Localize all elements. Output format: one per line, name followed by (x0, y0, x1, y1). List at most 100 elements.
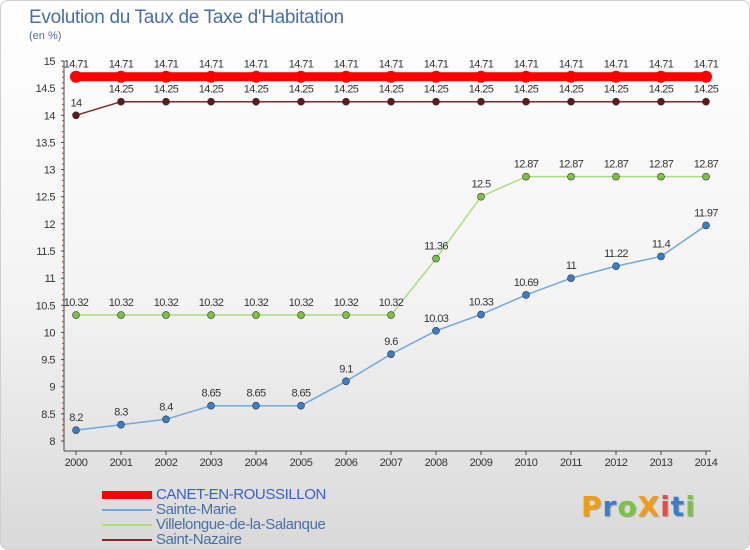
data-label: 9.1 (339, 363, 353, 375)
data-label: 11.22 (604, 248, 628, 260)
logo-letter: i (685, 490, 696, 523)
data-label: 14.25 (559, 84, 584, 96)
y-tick-label: 14 (44, 110, 56, 122)
data-point (612, 262, 620, 271)
data-point (657, 172, 665, 181)
data-point (252, 311, 260, 319)
y-tick-label: 11 (45, 273, 56, 285)
logo-letter: P (581, 490, 603, 523)
data-point (162, 97, 170, 106)
data-point (430, 70, 442, 83)
data-label: 8.2 (69, 412, 83, 424)
legend-label: Villelongue-de-la-Salanque (156, 516, 326, 533)
legend-swatch (102, 524, 152, 526)
data-point (477, 97, 485, 106)
x-tick-label: 2010 (515, 457, 538, 469)
data-point (297, 401, 305, 410)
x-tick-label: 2013 (650, 457, 673, 469)
data-label: 14.25 (289, 84, 314, 96)
x-tick-label: 2011 (560, 457, 582, 469)
x-tick-label: 2009 (470, 457, 493, 469)
data-point (162, 415, 170, 424)
data-point (340, 70, 352, 83)
data-label: 14.71 (109, 59, 134, 71)
data-point (252, 401, 260, 410)
data-label: 14.25 (154, 84, 179, 96)
data-label: 11 (566, 260, 577, 272)
x-tick-label: 2005 (290, 457, 313, 469)
data-label: 10.32 (109, 297, 134, 309)
data-label: 12.5 (471, 179, 490, 191)
y-tick-label: 12.5 (36, 192, 56, 204)
data-point (567, 97, 575, 106)
data-label: 10.32 (64, 297, 89, 309)
data-label: 14.71 (424, 59, 449, 71)
data-point (475, 70, 487, 83)
data-label: 14.71 (649, 59, 674, 71)
data-point (387, 350, 395, 358)
y-tick-label: 12 (44, 219, 56, 231)
data-point (205, 70, 217, 83)
series-line-villelongue-de-la-salanque (75, 175, 707, 316)
y-tick-label: 10 (44, 327, 56, 339)
data-label: 10.32 (379, 297, 404, 309)
data-point (477, 192, 485, 201)
data-label: 10.32 (154, 297, 179, 309)
data-label: 8.65 (201, 388, 220, 400)
data-label: 14.71 (604, 59, 629, 71)
data-label: 14.71 (694, 59, 719, 71)
data-label: 14.25 (424, 84, 449, 96)
data-point (117, 97, 125, 106)
x-tick-label: 2012 (605, 457, 628, 469)
data-point (612, 172, 620, 181)
data-point (520, 70, 532, 83)
data-label: 14.71 (244, 59, 269, 71)
data-point (655, 70, 667, 83)
legend-swatch (102, 509, 152, 511)
y-tick-label: 11.5 (36, 246, 55, 258)
data-point (702, 221, 710, 230)
data-label: 12.87 (604, 159, 629, 171)
data-label: 8.4 (159, 401, 173, 413)
data-label: 8.65 (246, 388, 265, 400)
x-tick-label: 2008 (425, 457, 448, 469)
data-label: 14.25 (469, 84, 494, 96)
data-point (387, 311, 395, 319)
data-point (252, 97, 260, 106)
data-label: 14.71 (334, 59, 359, 71)
data-point (297, 97, 305, 106)
y-tick-label: 13 (44, 165, 56, 177)
data-label: 14.25 (514, 84, 539, 96)
data-label: 14.71 (514, 59, 539, 71)
x-tick-label: 2014 (695, 457, 718, 469)
data-label: 10.32 (199, 297, 224, 309)
data-point (702, 97, 710, 106)
data-point (207, 97, 215, 106)
data-point (432, 254, 440, 263)
data-label: 10.33 (469, 297, 494, 309)
data-point (207, 311, 215, 319)
data-point (567, 172, 575, 181)
x-tick-label: 2007 (380, 457, 403, 469)
data-label: 12.87 (694, 159, 719, 171)
proxiti-logo: ProXiti (581, 490, 696, 523)
data-point (72, 311, 80, 319)
data-label: 10.32 (244, 297, 269, 309)
data-point (387, 97, 395, 106)
data-point (657, 252, 665, 261)
logo-letter: o (617, 490, 638, 523)
data-label: 14.71 (379, 59, 404, 71)
data-point (207, 401, 215, 410)
logo-letter: X (637, 490, 661, 523)
data-label: 10.32 (289, 297, 314, 309)
data-label: 12.87 (514, 159, 539, 171)
data-point (385, 70, 397, 83)
y-tick-label: 13.5 (36, 137, 56, 149)
data-label: 14.25 (109, 84, 134, 96)
chart-subtitle: (en %) (29, 30, 62, 42)
data-label: 10.32 (334, 297, 359, 309)
data-label: 14 (70, 97, 82, 109)
data-label: 10.03 (424, 313, 449, 325)
data-label: 11.97 (694, 207, 718, 219)
